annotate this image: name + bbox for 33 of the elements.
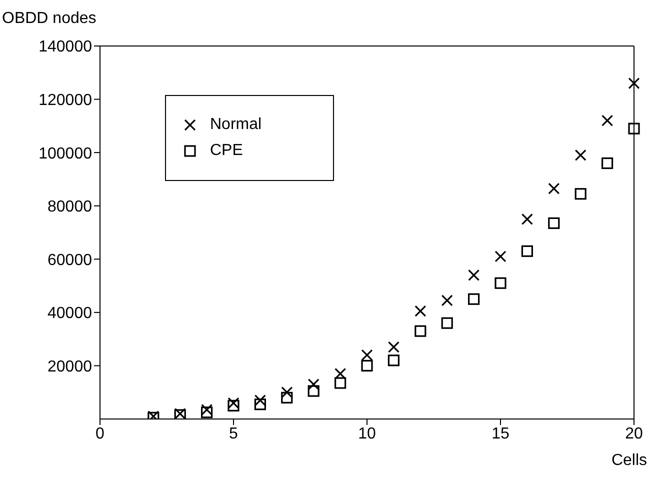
point — [334, 377, 346, 389]
point — [441, 317, 453, 329]
point — [548, 217, 560, 229]
point — [468, 293, 480, 305]
x-axis-title: Cells — [611, 452, 647, 470]
point — [494, 277, 506, 289]
point — [254, 398, 266, 410]
x-tick-label: 20 — [625, 425, 643, 442]
point — [361, 360, 373, 372]
y-tick-label: 60000 — [48, 252, 92, 269]
y-tick-label: 40000 — [48, 305, 92, 322]
point — [388, 354, 400, 366]
point — [281, 392, 293, 404]
point — [414, 325, 426, 337]
point — [308, 385, 320, 397]
y-axis-title: OBDD nodes — [2, 10, 96, 28]
point — [201, 406, 213, 418]
legend-label: Normal — [210, 116, 262, 134]
y-tick-label: 100000 — [38, 145, 92, 162]
point — [628, 122, 640, 134]
y-tick-label: 140000 — [38, 38, 92, 56]
point — [574, 188, 586, 200]
y-tick-label: 120000 — [38, 92, 92, 109]
x-tick-label: 5 — [229, 425, 238, 442]
point — [521, 245, 533, 257]
x-tick-label: 15 — [492, 425, 510, 442]
x-tick-label: 10 — [358, 425, 376, 442]
x-tick-label: 0 — [96, 425, 105, 442]
point — [228, 400, 240, 412]
point — [602, 157, 614, 170]
y-tick-label: 20000 — [48, 358, 92, 376]
y-tick-label: 80000 — [48, 198, 92, 216]
legend-label: CPE — [210, 142, 243, 160]
